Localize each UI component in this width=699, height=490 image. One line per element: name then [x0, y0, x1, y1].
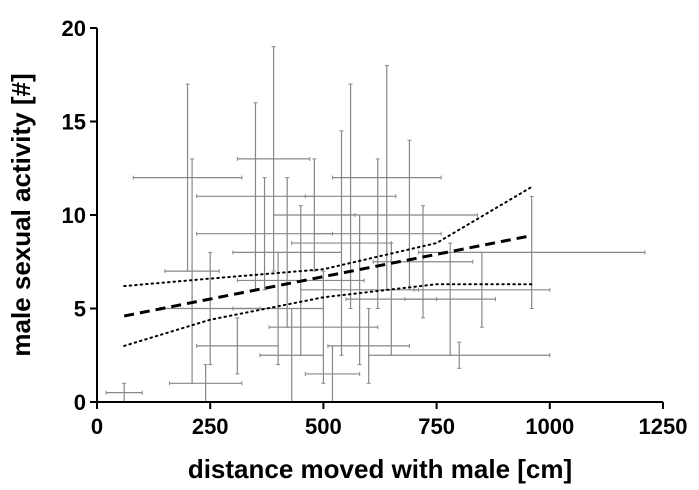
- y-tick-label: 5: [74, 297, 86, 322]
- data-point: [417, 195, 646, 309]
- confidence-band: [123, 185, 533, 347]
- y-tick-label: 0: [74, 390, 86, 415]
- confidence-lower: [123, 283, 533, 347]
- x-tick-label: 750: [418, 414, 455, 439]
- data-point: [368, 341, 551, 369]
- y-tick-label: 10: [62, 203, 86, 228]
- data-point: [132, 83, 243, 272]
- data-point: [236, 46, 311, 272]
- x-tick-label: 1250: [639, 414, 688, 439]
- regression-line: [123, 234, 532, 318]
- confidence-upper: [123, 185, 533, 288]
- data-point: [300, 214, 419, 366]
- data-point: [232, 177, 343, 328]
- x-tick-label: 250: [192, 414, 229, 439]
- data-point: [304, 345, 361, 403]
- data-point: [105, 382, 143, 403]
- data-point: [232, 251, 324, 366]
- data-point: [313, 158, 442, 309]
- x-tick-label: 500: [305, 414, 342, 439]
- data-point: [196, 177, 333, 291]
- data-point: [327, 308, 410, 384]
- data-point: [268, 270, 379, 384]
- ticks: 0 250 500 750 1000 1250 0 5 10 15 20: [62, 16, 688, 439]
- x-axis-title: distance moved with male [cm]: [188, 454, 572, 484]
- x-tick-label: 0: [91, 414, 103, 439]
- data-point: [413, 251, 551, 328]
- y-axis-title: male sexual activity [#]: [6, 73, 36, 356]
- data-point: [291, 130, 392, 356]
- x-tick-label: 1000: [525, 414, 574, 439]
- fit-line: [123, 234, 532, 318]
- y-tick-label: 20: [62, 16, 86, 41]
- data-point: [259, 308, 324, 403]
- data-point: [196, 102, 315, 291]
- data-point: [164, 158, 220, 384]
- data-point: [168, 364, 243, 403]
- data-point: [404, 242, 496, 356]
- data-point: [341, 139, 478, 291]
- data-point: [304, 83, 397, 309]
- data-point: [196, 317, 279, 375]
- error-bars: [105, 46, 646, 403]
- data-point: [372, 205, 474, 319]
- y-tick-label: 15: [62, 110, 86, 135]
